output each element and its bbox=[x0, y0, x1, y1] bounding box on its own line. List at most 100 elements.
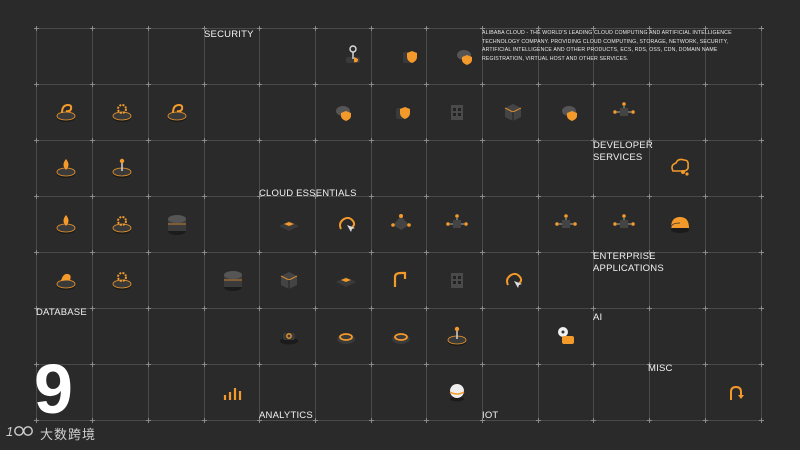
grid-crosshair bbox=[424, 194, 429, 199]
grid-crosshair bbox=[313, 26, 318, 31]
grid-crosshair bbox=[647, 306, 652, 311]
grid-crosshair bbox=[257, 362, 262, 367]
grid-line-vertical bbox=[705, 28, 706, 420]
grid-crosshair bbox=[34, 138, 39, 143]
grid-crosshair bbox=[647, 138, 652, 143]
layer-plate-icon bbox=[276, 211, 302, 237]
grid-crosshair bbox=[34, 306, 39, 311]
grid-line-horizontal bbox=[36, 140, 762, 141]
server-tower-icon bbox=[444, 267, 470, 293]
grid-crosshair bbox=[90, 138, 95, 143]
grid-crosshair bbox=[703, 194, 708, 199]
layer-plate-icon bbox=[333, 267, 359, 293]
svg-text:1: 1 bbox=[6, 424, 13, 439]
disk-stack-icon bbox=[220, 267, 246, 293]
cube-icon bbox=[500, 99, 526, 125]
grid-line-vertical bbox=[36, 28, 37, 420]
grid-crosshair bbox=[536, 26, 541, 31]
grid-crosshair bbox=[313, 362, 318, 367]
grid-crosshair bbox=[591, 306, 596, 311]
cloud-shield-icon bbox=[331, 99, 357, 125]
hand-database-icon bbox=[53, 267, 79, 293]
grid-crosshair bbox=[34, 362, 39, 367]
grid-line-horizontal bbox=[36, 308, 762, 309]
category-label-database: DATABASE bbox=[36, 307, 87, 318]
grid-crosshair bbox=[424, 26, 429, 31]
flame-database-icon bbox=[53, 211, 79, 237]
grid-line-vertical bbox=[92, 28, 93, 420]
category-label-ai: AI bbox=[593, 312, 603, 323]
grid-crosshair bbox=[480, 250, 485, 255]
grid-crosshair bbox=[703, 418, 708, 423]
grid-crosshair bbox=[591, 362, 596, 367]
grid-crosshair bbox=[647, 26, 652, 31]
grid-line-horizontal bbox=[36, 420, 762, 421]
grid-crosshair bbox=[90, 250, 95, 255]
grid-crosshair bbox=[146, 82, 151, 87]
grid-line-vertical bbox=[426, 28, 427, 420]
pin-database-icon bbox=[444, 323, 470, 349]
server-tower-icon bbox=[444, 99, 470, 125]
grid-crosshair bbox=[369, 138, 374, 143]
grid-crosshair bbox=[202, 418, 207, 423]
grid-crosshair bbox=[591, 26, 596, 31]
grid-crosshair bbox=[536, 82, 541, 87]
grid-crosshair bbox=[369, 418, 374, 423]
disk-stack-icon bbox=[164, 211, 190, 237]
grid-crosshair bbox=[647, 250, 652, 255]
ring-icon bbox=[388, 323, 414, 349]
grid-crosshair bbox=[202, 138, 207, 143]
grid-crosshair bbox=[703, 250, 708, 255]
grid-crosshair bbox=[424, 82, 429, 87]
sphere-icon bbox=[444, 379, 470, 405]
grid-crosshair bbox=[647, 82, 652, 87]
arch-icon bbox=[388, 267, 414, 293]
fork-arrow-icon bbox=[723, 379, 749, 405]
cloud-shield-icon bbox=[557, 99, 583, 125]
grid-crosshair bbox=[202, 306, 207, 311]
grid-line-vertical bbox=[148, 28, 149, 420]
company-description: ALIBABA CLOUD - THE WORLD'S LEADING CLOU… bbox=[482, 30, 732, 62]
grid-crosshair bbox=[480, 362, 485, 367]
grid-crosshair bbox=[90, 362, 95, 367]
node-cluster-icon bbox=[611, 211, 637, 237]
swirl-database-icon bbox=[164, 99, 190, 125]
grid-crosshair bbox=[313, 250, 318, 255]
link-cursor-icon bbox=[500, 267, 526, 293]
grid-crosshair bbox=[759, 26, 764, 31]
grid-crosshair bbox=[703, 362, 708, 367]
grid-crosshair bbox=[536, 362, 541, 367]
grid-crosshair bbox=[257, 82, 262, 87]
grid-crosshair bbox=[759, 362, 764, 367]
grid-line-horizontal bbox=[36, 84, 762, 85]
grid-crosshair bbox=[424, 306, 429, 311]
grid-crosshair bbox=[257, 26, 262, 31]
grid-crosshair bbox=[480, 418, 485, 423]
grid-crosshair bbox=[647, 194, 652, 199]
grid-crosshair bbox=[34, 250, 39, 255]
grid-crosshair bbox=[424, 362, 429, 367]
cube-icon bbox=[276, 267, 302, 293]
grid-crosshair bbox=[313, 138, 318, 143]
brand-logo: 1 大数跨境 bbox=[6, 424, 96, 442]
grid-crosshair bbox=[480, 82, 485, 87]
grid-crosshair bbox=[146, 418, 151, 423]
grid-crosshair bbox=[591, 250, 596, 255]
cloud-shield-icon bbox=[452, 43, 478, 69]
grid-crosshair bbox=[90, 26, 95, 31]
grid-crosshair bbox=[536, 250, 541, 255]
grid-crosshair bbox=[202, 26, 207, 31]
key-icon bbox=[340, 43, 366, 69]
category-label-misc: MISC bbox=[648, 363, 673, 374]
grid-line-vertical bbox=[204, 28, 205, 420]
ring-icon bbox=[333, 323, 359, 349]
grid-crosshair bbox=[369, 362, 374, 367]
grid-crosshair bbox=[90, 82, 95, 87]
grid-crosshair bbox=[591, 418, 596, 423]
category-label-enterprise-applications: ENTERPRISE APPLICATIONS bbox=[593, 251, 664, 274]
grid-crosshair bbox=[313, 194, 318, 199]
logo-mark-icon: 1 bbox=[6, 423, 36, 444]
node-cluster-icon bbox=[553, 211, 579, 237]
grid-line-vertical bbox=[593, 28, 594, 420]
grid-crosshair bbox=[146, 250, 151, 255]
